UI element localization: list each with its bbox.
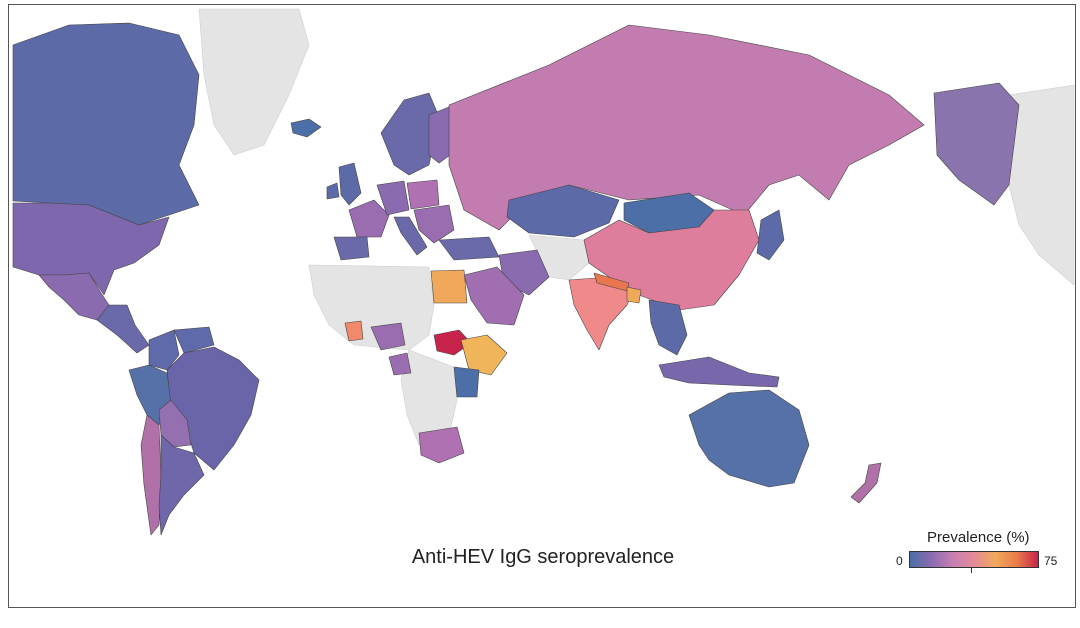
legend-color-bar (909, 551, 1039, 568)
region-bangladesh (626, 286, 642, 304)
region-kenya (453, 366, 480, 398)
region-saudi-arabia (463, 266, 525, 326)
region-alaska (933, 82, 1020, 206)
region-poland (406, 179, 440, 210)
region-canada (12, 22, 200, 226)
region-japan (756, 209, 785, 261)
region-russia (448, 24, 925, 231)
region-southeast-asia (648, 299, 688, 356)
region-cameroon (388, 352, 412, 376)
map-title: Anti-HEV IgG seroprevalence (411, 546, 675, 568)
no-data-region (308, 264, 435, 351)
map-frame: Anti-HEV IgG seroprevalence Prevalence (… (8, 4, 1076, 608)
region-ireland (326, 182, 340, 200)
region-ethiopia (460, 334, 508, 376)
region-chile (140, 414, 162, 536)
region-balkans (413, 204, 455, 244)
legend-max-label: 75 (1044, 554, 1058, 568)
region-south-sudan (433, 329, 472, 356)
region-central-america (96, 304, 150, 354)
region-indonesia (658, 356, 780, 388)
region-italy (393, 216, 428, 256)
region-nigeria (370, 322, 406, 351)
legend-tick (971, 568, 972, 573)
region-colombia (148, 329, 180, 371)
legend-title: Prevalence (%) (927, 529, 1030, 546)
no-data-region (1008, 84, 1075, 286)
region-france (348, 199, 390, 238)
region-spain (333, 236, 370, 261)
region-turkey (438, 236, 500, 261)
region-egypt (430, 269, 468, 304)
legend-min-label: 0 (896, 554, 903, 568)
region-greenland (198, 8, 310, 156)
region-united-kingdom (338, 162, 362, 206)
region-ghana (344, 320, 364, 342)
region-venezuela (173, 326, 215, 354)
region-australia (688, 389, 810, 488)
region-kazakhstan (506, 184, 620, 238)
region-new-zealand (850, 462, 882, 504)
world-map (12, 8, 1075, 536)
region-south-africa (418, 426, 465, 464)
region-germany (376, 180, 410, 216)
region-iceland (290, 118, 322, 138)
region-argentina (158, 434, 205, 536)
